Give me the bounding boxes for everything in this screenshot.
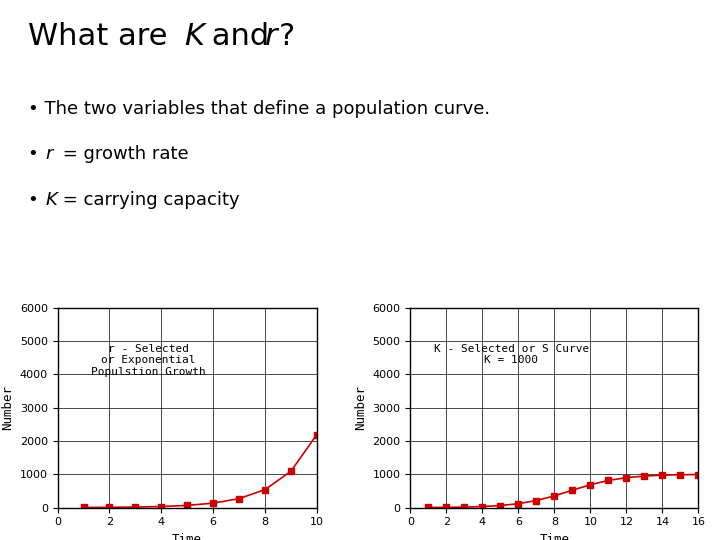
X-axis label: Time: Time [172, 533, 202, 540]
Text: r: r [265, 23, 277, 51]
Text: What are: What are [28, 23, 177, 51]
Text: • The two variables that define a population curve.: • The two variables that define a popula… [28, 99, 490, 118]
Text: ?: ? [279, 23, 294, 51]
Text: K: K [45, 191, 58, 210]
Text: = growth rate: = growth rate [58, 145, 189, 164]
Text: •: • [28, 191, 45, 210]
Text: r - Selected
or Exponential
Populstion Growth: r - Selected or Exponential Populstion G… [91, 344, 206, 377]
Y-axis label: Number: Number [354, 385, 367, 430]
Text: K: K [184, 23, 204, 51]
Text: and: and [202, 23, 279, 51]
Y-axis label: Number: Number [1, 385, 14, 430]
Text: = carrying capacity: = carrying capacity [58, 191, 240, 210]
Text: •: • [28, 145, 45, 164]
Text: K - Selected or S Curve
K = 1000: K - Selected or S Curve K = 1000 [433, 344, 589, 366]
X-axis label: Time: Time [539, 533, 570, 540]
Text: r: r [45, 145, 53, 164]
